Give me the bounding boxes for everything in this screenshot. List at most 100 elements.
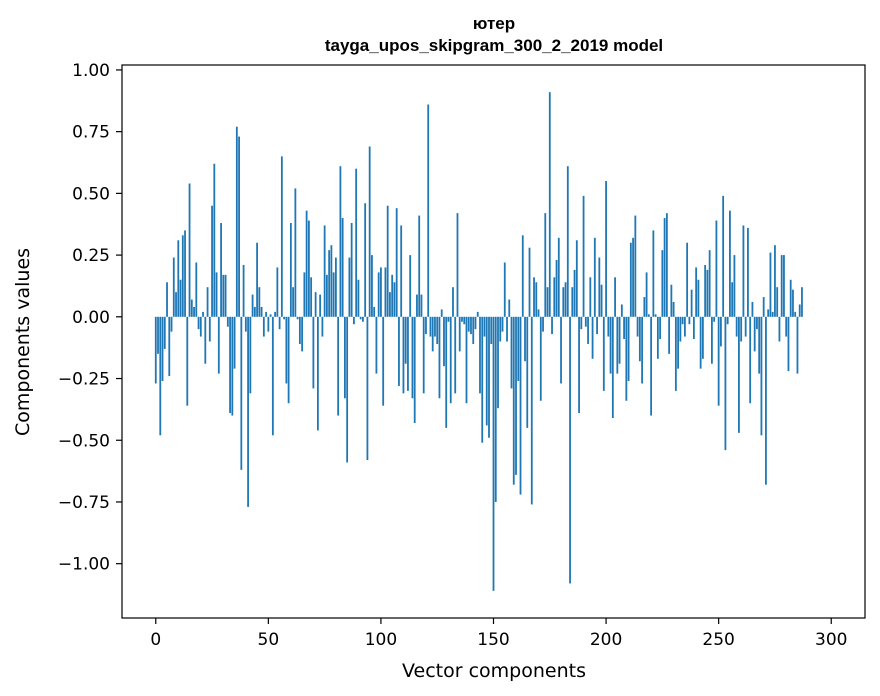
x-tick-label: 150 [477,630,509,650]
bar [618,316,621,364]
bar [398,316,400,386]
bar [197,316,200,330]
bar [195,262,198,317]
bar [211,205,213,317]
bar [436,316,439,344]
bar [434,316,436,337]
bar [589,277,592,317]
bar [274,311,276,317]
bar [780,255,783,317]
y-tick-label: 0.75 [72,123,110,143]
bar [226,316,229,327]
bar [380,267,382,317]
bar [258,287,261,317]
bar [474,316,477,330]
bar [508,299,511,317]
bar [672,302,675,317]
bar [665,213,668,317]
bar [578,316,580,414]
bar [389,292,391,317]
bar [481,316,484,443]
bar [262,316,265,337]
bar [476,311,479,317]
bar [638,316,641,362]
bar [359,316,362,320]
bar [776,287,779,317]
bar [688,316,691,325]
bar [431,316,434,352]
bar [465,316,468,404]
bar [555,260,558,317]
bar [546,287,549,317]
bar [206,287,209,317]
bar [697,279,700,317]
bar [699,316,702,369]
bar [199,316,202,337]
bar [301,316,304,352]
bar [184,230,186,317]
bar [364,203,367,317]
bar [647,314,650,317]
bar [735,316,738,337]
bar [172,257,175,317]
bar [767,309,770,317]
bar [393,282,396,317]
bar [611,316,614,419]
bar [573,269,576,317]
bar [510,316,513,389]
bar [463,316,466,325]
bar [213,163,216,317]
bar [575,240,578,317]
bar [526,316,529,428]
bar [756,316,758,330]
bar [787,316,790,372]
bar [659,316,662,340]
bar [269,314,272,317]
bar [420,294,423,317]
x-tick-label: 50 [258,630,280,650]
bar [488,316,490,438]
bar [350,223,353,317]
bar [362,316,364,322]
x-tick-label: 250 [702,630,734,650]
bar [690,289,693,317]
bar [238,136,240,317]
bar [366,316,369,460]
bar [443,316,445,367]
bar [650,316,653,416]
bar [663,218,666,317]
bar [580,316,583,330]
bar [353,316,355,325]
x-tick-label: 200 [590,630,622,650]
bar [418,215,421,317]
y-axis: 1.00 0.75 0.50 0.25 0.00 −0.25 −0.50 −0.75 −1.00 [58,61,122,575]
x-tick-label: 300 [815,630,847,650]
bar [280,156,283,317]
bar [512,316,515,485]
bar [692,316,695,340]
bar [553,277,556,317]
bar [229,316,231,414]
bar [722,195,725,317]
bar [596,316,598,335]
bar [598,257,601,317]
bar [163,316,166,349]
bar [242,264,245,317]
bar [402,316,405,394]
y-tick-label: 0.25 [72,246,110,266]
bar [661,250,664,317]
bar [458,316,461,352]
bar [726,316,729,325]
bar [202,311,204,317]
bar [747,227,749,317]
bar [636,316,639,337]
bar [445,316,448,428]
bar [438,316,441,399]
bar [785,316,788,337]
bar [686,242,689,317]
bar [796,316,799,374]
bar [614,277,616,317]
bar [303,272,306,317]
bar [801,287,803,317]
bar [373,306,376,317]
